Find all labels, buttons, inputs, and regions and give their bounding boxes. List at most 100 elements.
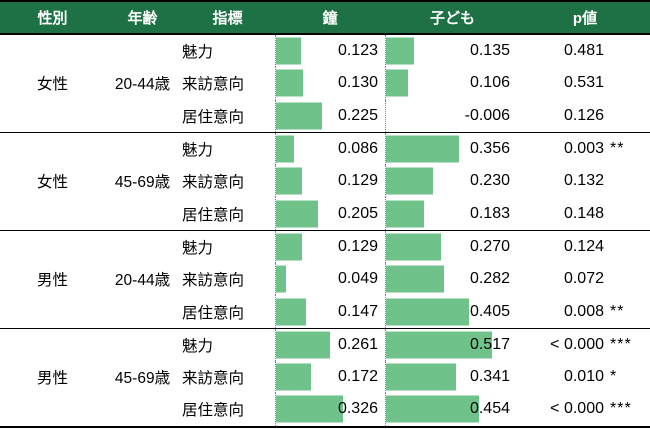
children-value: 0.405 [469,302,510,320]
bell-bar [276,233,303,261]
indicator-cell: 居住意向 [182,304,245,322]
table-group: 男性 45-69歳 魅力 0.261 0.517 < 0.000 *** 来訪意… [0,328,650,428]
bell-value: 0.123 [337,42,378,60]
pvalue-number: 0.124 [563,237,604,255]
children-value: 0.135 [469,42,510,60]
children-bar [386,298,470,326]
pvalue-number: 0.003 [563,140,604,158]
group-rows: 魅力 0.086 0.356 0.003 ** 来訪意向 0.129 0.230… [180,132,650,230]
indicator-cell: 魅力 [182,142,214,160]
children-value: 0.341 [469,368,510,386]
table-group: 女性 45-69歳 魅力 0.086 0.356 0.003 ** 来訪意向 0… [0,132,650,231]
children-bar-cell: 0.183 [385,197,520,230]
bell-bar [276,331,330,359]
table-row: 来訪意向 0.172 0.341 0.010 * [180,360,650,394]
children-bar [386,200,424,228]
table-group: 男性 20-44歳 魅力 0.129 0.270 0.124 来訪意向 0.04… [0,230,650,329]
bell-bar-cell: 0.326 [275,393,385,426]
children-bar [386,233,442,261]
bell-bar [276,265,287,293]
pvalue-number: 0.008 [563,302,604,320]
indicator-cell: 魅力 [182,44,214,62]
table-row: 魅力 0.123 0.135 0.481 [180,35,650,68]
pvalue-number: 0.072 [563,270,604,288]
gender-cell: 男性 [36,272,68,290]
pvalue-cell: < 0.000 *** [520,400,650,418]
table-row: 魅力 0.129 0.270 0.124 [180,230,650,264]
group-rows: 魅力 0.123 0.135 0.481 来訪意向 0.130 0.106 0.… [180,35,650,132]
bell-value: 0.086 [337,140,378,158]
children-bar-cell: 0.282 [385,263,520,296]
table-group: 女性 20-44歳 魅力 0.123 0.135 0.481 来訪意向 0.13… [0,35,650,133]
bell-bar [276,167,303,195]
pvalue-number: 0.126 [563,106,604,124]
children-value: 0.270 [469,237,510,255]
pvalue-cell: < 0.000 *** [520,336,650,354]
significance-stars: *** [610,400,632,418]
indicator-cell: 居住意向 [182,108,245,126]
pvalue-number: 0.148 [563,204,604,222]
table-header: 性別 年齢 指標 鐘 子ども p値 [0,0,650,35]
bell-bar-cell: 0.123 [275,35,385,68]
table-row: 来訪意向 0.049 0.282 0.072 [180,263,650,296]
age-cell: 20-44歳 [114,76,171,94]
bell-value: 0.049 [337,270,378,288]
table-row: 来訪意向 0.129 0.230 0.132 [180,165,650,198]
children-bar [386,37,414,65]
gender-cell: 女性 [36,174,68,192]
bell-bar-cell: 0.130 [275,67,385,100]
children-bar-cell: 0.405 [385,295,520,328]
bell-bar [276,37,302,65]
pvalue-cell: 0.124 [520,238,650,256]
pvalue-number: 0.132 [563,172,604,190]
bell-bar [276,69,303,97]
bell-value: 0.326 [337,400,378,418]
indicator-cell: 来訪意向 [182,76,245,94]
significance-stars: * [610,368,618,386]
children-value: 0.183 [469,204,510,222]
bell-bar-cell: 0.261 [275,328,385,361]
header-indicator: 指標 [212,10,243,27]
children-bar-cell: 0.356 [385,132,520,166]
bell-value: 0.205 [337,204,378,222]
pvalue-cell: 0.481 [520,42,650,60]
pvalue-cell: 0.003 ** [520,140,650,158]
table-row: 魅力 0.261 0.517 < 0.000 *** [180,328,650,361]
bell-value: 0.147 [337,302,378,320]
group-rows: 魅力 0.129 0.270 0.124 来訪意向 0.049 0.282 0.… [180,230,650,328]
indicator-cell: 魅力 [182,239,214,257]
header-bell: 鐘 [322,10,338,27]
children-bar-cell: 0.341 [385,360,520,394]
table-row: 居住意向 0.205 0.183 0.148 [180,197,650,230]
significance-stars: *** [610,335,632,353]
children-bar-cell: -0.006 [385,99,520,132]
bell-value: 0.129 [337,172,378,190]
pvalue-number: < 0.000 [550,400,604,418]
table-row: 居住意向 0.326 0.454 < 0.000 *** [180,393,650,426]
bell-bar-cell: 0.205 [275,197,385,230]
bell-bar-cell: 0.129 [275,230,385,264]
pvalue-cell: 0.010 * [520,368,650,386]
bell-bar-cell: 0.129 [275,165,385,198]
table-row: 居住意向 0.225 -0.006 0.126 [180,99,650,132]
table-body: 女性 20-44歳 魅力 0.123 0.135 0.481 来訪意向 0.13… [0,35,650,428]
pvalue-number: < 0.000 [550,335,604,353]
children-value: 0.282 [469,270,510,288]
children-value: 0.517 [469,335,510,353]
gender-cell: 男性 [36,370,68,388]
bell-bar [276,102,323,130]
bell-bar-cell: 0.049 [275,263,385,296]
pvalue-number: 0.531 [563,74,604,92]
indicator-cell: 居住意向 [182,206,245,224]
bell-bar-cell: 0.086 [275,132,385,166]
children-bar [386,135,459,163]
bell-value: 0.130 [337,74,378,92]
children-bar-cell: 0.270 [385,230,520,264]
pvalue-number: 0.010 [563,368,604,386]
bell-bar [276,395,343,423]
significance-stars: ** [610,302,625,320]
children-bar-cell: 0.106 [385,67,520,100]
children-bar [386,363,456,391]
age-cell: 45-69歳 [114,370,171,388]
bell-bar-cell: 0.225 [275,99,385,132]
